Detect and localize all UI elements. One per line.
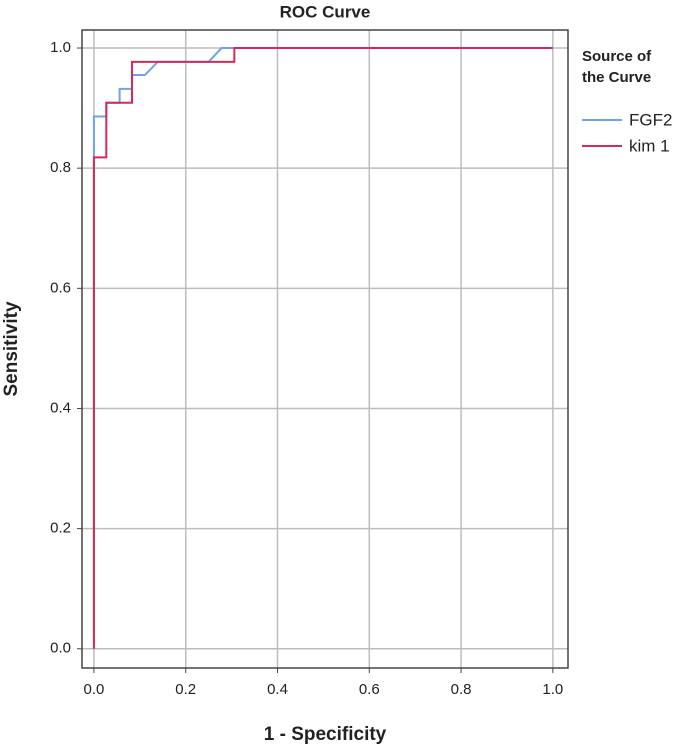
legend-label: FGF2 xyxy=(629,110,672,129)
legend-label: kim 1 xyxy=(629,136,670,155)
x-tick-label: 0.0 xyxy=(84,681,105,698)
plot-frame xyxy=(81,29,569,669)
x-tick-label: 0.4 xyxy=(267,681,288,698)
y-tick-label: 0.4 xyxy=(50,399,71,416)
legend-title: Source of xyxy=(582,48,652,65)
chart-title: ROC Curve xyxy=(280,2,371,21)
y-tick-label: 0.8 xyxy=(50,159,71,176)
x-tick-label: 1.0 xyxy=(542,681,563,698)
y-tick-label: 0.6 xyxy=(50,279,71,296)
x-axis-title: 1 - Specificity xyxy=(264,724,387,745)
roc-line xyxy=(92,47,553,649)
y-tick-label: 0.2 xyxy=(50,520,71,537)
x-tick-label: 0.2 xyxy=(175,681,196,698)
y-tick-label: 0.0 xyxy=(50,640,71,657)
x-tick-label: 0.6 xyxy=(359,681,380,698)
roc-line xyxy=(92,47,553,649)
x-tick-label: 0.8 xyxy=(451,681,472,698)
legend-title: the Curve xyxy=(582,69,651,86)
y-axis-title: Sensitivity xyxy=(1,301,22,396)
y-tick-label: 1.0 xyxy=(50,39,71,56)
